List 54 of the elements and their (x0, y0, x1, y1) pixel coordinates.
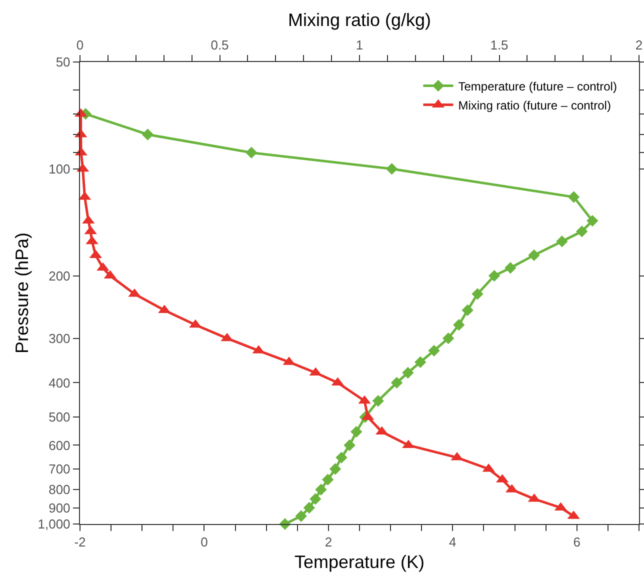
point (453, 319, 465, 331)
point (556, 236, 568, 248)
point (303, 502, 316, 514)
x2-tick-label: 1 (356, 38, 364, 53)
point (310, 493, 322, 505)
y-tick-label: 900 (48, 500, 70, 516)
point (488, 270, 500, 282)
point (329, 463, 342, 475)
point (386, 163, 398, 175)
x-tick-label: 2 (324, 534, 332, 550)
legend-label: Temperature (future – control) (458, 79, 617, 94)
point (344, 439, 356, 452)
point (295, 510, 307, 522)
x-tick-label: -2 (74, 534, 86, 550)
point (322, 474, 334, 486)
y-tick-label: 1,000 (38, 516, 70, 532)
x2-tick-label: 0 (76, 38, 84, 53)
point (315, 484, 327, 496)
point (576, 226, 588, 238)
x-tick-label: 0 (200, 534, 208, 550)
point (428, 344, 440, 357)
point (246, 146, 258, 158)
x-tick-label: 4 (449, 534, 456, 550)
x2-tick-label: 0.5 (210, 38, 229, 53)
point (350, 426, 362, 438)
y-tick-label: 800 (48, 482, 70, 498)
x2-axis-title: Mixing ratio (g/kg) (288, 10, 432, 30)
y-axis-title: Pressure (hPa) (12, 232, 32, 354)
point (528, 249, 540, 262)
point (336, 452, 348, 464)
point (472, 288, 484, 300)
y-tick-label: 100 (48, 161, 70, 176)
y-tick-label: 50 (56, 54, 70, 70)
point (504, 262, 516, 274)
x2-tick-label: 2 (635, 38, 643, 53)
x-axis-title: Temperature (K) (294, 552, 425, 572)
point (568, 191, 580, 203)
y-tick-label: 200 (48, 268, 70, 284)
y-tick-label: 700 (48, 462, 70, 477)
y-tick-label: 400 (48, 375, 70, 390)
y-tick-label: 300 (48, 330, 70, 346)
point (402, 366, 414, 379)
point (372, 395, 384, 407)
point (414, 356, 426, 368)
y-tick-label: 600 (48, 438, 70, 453)
point (586, 214, 598, 227)
legend-label: Mixing ratio (future – control) (458, 98, 611, 112)
point (462, 304, 474, 316)
point (442, 332, 454, 344)
point (390, 376, 403, 389)
x2-tick-label: 1.5 (490, 38, 508, 53)
x-tick-label: 6 (573, 534, 581, 550)
y-tick-label: 500 (48, 410, 70, 425)
point (142, 128, 154, 140)
